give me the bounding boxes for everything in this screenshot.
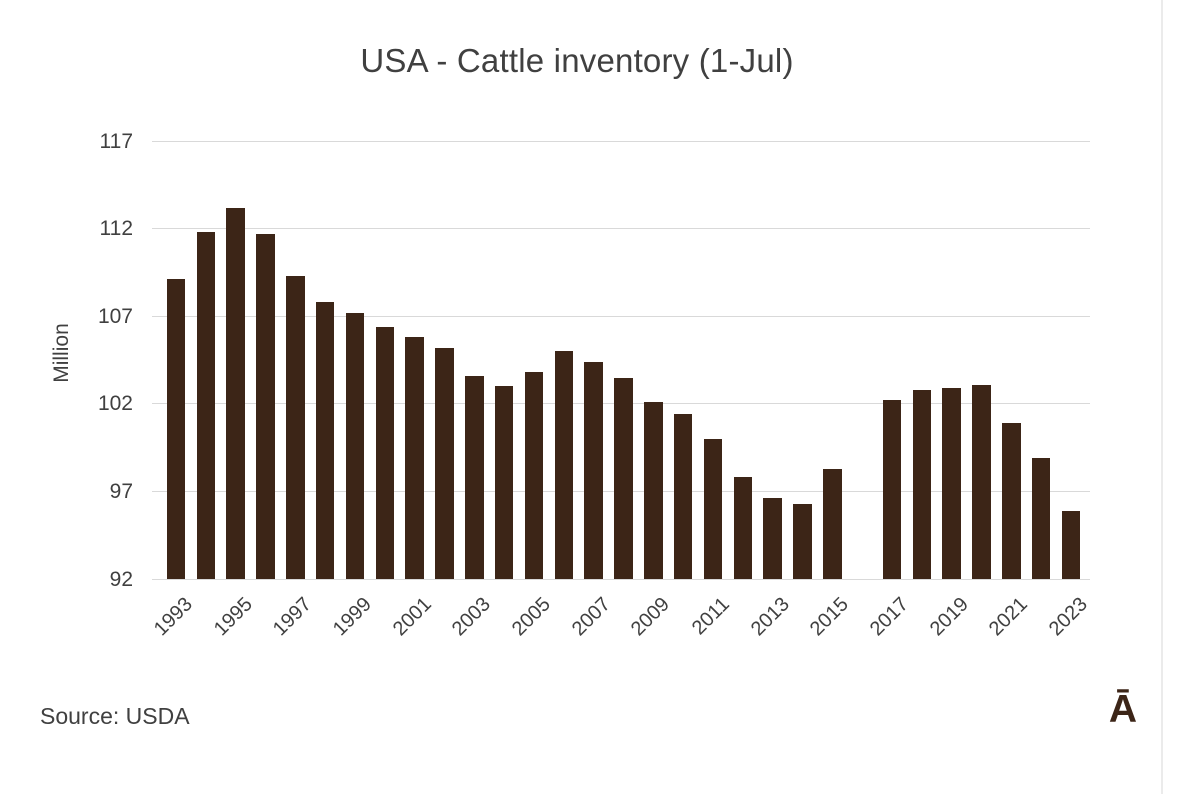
x-tick-1997: 1997 xyxy=(269,593,317,641)
bar-1996 xyxy=(256,233,275,579)
gridline-107 xyxy=(152,315,1090,317)
x-tick-2009: 2009 xyxy=(627,593,675,641)
bar-2003 xyxy=(465,375,484,579)
bar-2015 xyxy=(823,468,842,579)
gridline-117 xyxy=(152,140,1090,142)
x-tick-2019: 2019 xyxy=(925,593,973,641)
y-tick-117: 117 xyxy=(99,129,133,153)
bar-1998 xyxy=(315,302,335,579)
bar-1994 xyxy=(196,232,216,579)
bar-2014 xyxy=(793,503,812,579)
x-tick-2015: 2015 xyxy=(806,593,854,641)
bar-2005 xyxy=(524,372,544,579)
y-tick-112: 112 xyxy=(99,217,133,241)
bar-2017 xyxy=(882,400,902,579)
source-note: Source: USDA xyxy=(40,703,190,729)
x-tick-2013: 2013 xyxy=(746,593,794,641)
bar-2009 xyxy=(644,402,663,579)
bar-2013 xyxy=(763,498,782,579)
x-tick-1993: 1993 xyxy=(149,593,197,641)
gridline-92 xyxy=(152,578,1090,580)
gridline-112 xyxy=(152,228,1090,230)
y-tick-92: 92 xyxy=(109,567,133,591)
bar-2021 xyxy=(1002,423,1021,579)
bar-2011 xyxy=(703,438,723,579)
bar-2000 xyxy=(375,326,395,579)
chart-title: USA - Cattle inventory (1-Jul) xyxy=(360,42,794,79)
bar-2002 xyxy=(435,347,454,579)
bar-1995 xyxy=(226,207,245,579)
x-tick-1995: 1995 xyxy=(209,593,257,641)
bar-2020 xyxy=(972,384,991,579)
bar-2019 xyxy=(942,388,961,579)
x-tick-2023: 2023 xyxy=(1044,593,1092,641)
x-tick-2017: 2017 xyxy=(865,593,913,641)
x-tick-1999: 1999 xyxy=(328,593,376,641)
bar-2018 xyxy=(912,389,932,579)
y-axis-title: Million xyxy=(50,323,73,383)
bar-2006 xyxy=(554,351,574,579)
x-tick-2007: 2007 xyxy=(567,593,615,641)
bar-2012 xyxy=(733,477,753,579)
x-tick-2003: 2003 xyxy=(448,593,496,641)
brand-logo: Ā xyxy=(1108,688,1138,731)
bar-1999 xyxy=(345,312,365,579)
x-tick-2021: 2021 xyxy=(985,593,1033,641)
y-tick-97: 97 xyxy=(109,479,133,503)
x-tick-2001: 2001 xyxy=(388,593,436,641)
bar-1993 xyxy=(166,279,186,579)
bar-2022 xyxy=(1031,458,1051,579)
y-tick-107: 107 xyxy=(97,304,133,328)
bar-2008 xyxy=(614,377,633,579)
bar-1997 xyxy=(286,275,305,579)
bar-2001 xyxy=(405,337,424,579)
x-tick-2005: 2005 xyxy=(507,593,555,641)
bar-2023 xyxy=(1061,510,1081,579)
bar-2010 xyxy=(673,414,693,579)
bar-2004 xyxy=(494,386,514,579)
right-edge-line xyxy=(1161,0,1163,794)
y-tick-102: 102 xyxy=(97,392,133,416)
bar-2007 xyxy=(584,361,603,579)
x-tick-2011: 2011 xyxy=(687,593,734,640)
